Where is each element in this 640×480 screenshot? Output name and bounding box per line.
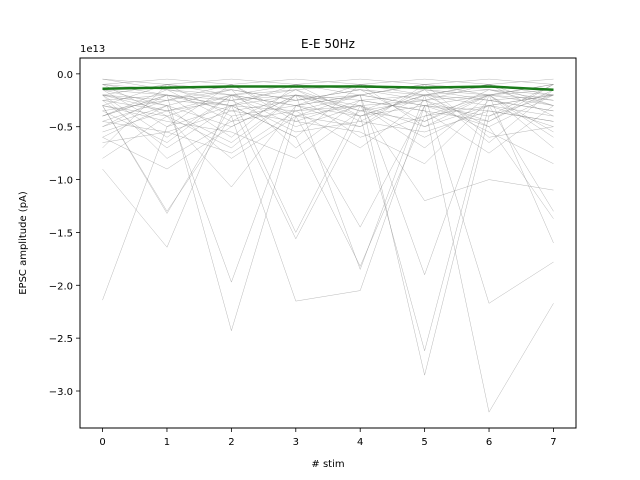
trace-line-11 bbox=[102, 84, 554, 106]
trace-line-21 bbox=[102, 78, 554, 112]
trace-line-32 bbox=[102, 78, 554, 85]
y-tick-label: −1.5 bbox=[49, 228, 73, 239]
x-tick-label: 1 bbox=[164, 437, 170, 448]
x-tick-label: 4 bbox=[357, 437, 363, 448]
trace-line-30 bbox=[102, 89, 554, 143]
y-tick-label: −3.0 bbox=[49, 387, 73, 398]
y-tick-label: −2.0 bbox=[49, 281, 73, 292]
individual-traces bbox=[102, 78, 554, 413]
y-axis-label: EPSC amplitude (pA) bbox=[18, 191, 29, 295]
y-tick-label: 0.0 bbox=[57, 70, 73, 81]
y-offset-label: 1e13 bbox=[80, 44, 105, 55]
x-tick-label: 3 bbox=[293, 437, 299, 448]
trace-line-7 bbox=[102, 105, 554, 267]
trace-line-20 bbox=[102, 89, 554, 154]
trace-line-38 bbox=[102, 84, 554, 122]
trace-line-37 bbox=[102, 84, 554, 106]
trace-line-31 bbox=[102, 94, 554, 112]
trace-line-6 bbox=[102, 94, 554, 304]
y-tick-label: −0.5 bbox=[49, 123, 73, 134]
mean-trace bbox=[102, 85, 554, 91]
y-tick-label: −2.5 bbox=[49, 334, 73, 345]
y-axis-ticks: 0.0 −0.5 −1.0 −1.5 −2.0 −2.5 −3.0 bbox=[49, 70, 80, 398]
x-tick-label: 7 bbox=[550, 437, 556, 448]
x-tick-label: 6 bbox=[486, 437, 492, 448]
trace-line-10 bbox=[102, 105, 554, 228]
trace-line-9 bbox=[102, 94, 554, 233]
x-axis-label: # stim bbox=[311, 459, 344, 470]
y-tick-label: −1.0 bbox=[49, 176, 73, 187]
x-tick-label: 2 bbox=[228, 437, 234, 448]
mean-line bbox=[102, 85, 554, 91]
x-tick-label: 5 bbox=[421, 437, 427, 448]
x-axis-ticks: 0 1 2 3 4 5 6 7 bbox=[99, 428, 557, 448]
trace-line-26 bbox=[102, 100, 554, 164]
trace-line-29 bbox=[102, 89, 554, 106]
chart-title: E-E 50Hz bbox=[301, 37, 355, 51]
x-tick-label: 0 bbox=[99, 437, 105, 448]
plot-frame bbox=[79, 57, 577, 429]
trace-line-23 bbox=[102, 89, 554, 159]
